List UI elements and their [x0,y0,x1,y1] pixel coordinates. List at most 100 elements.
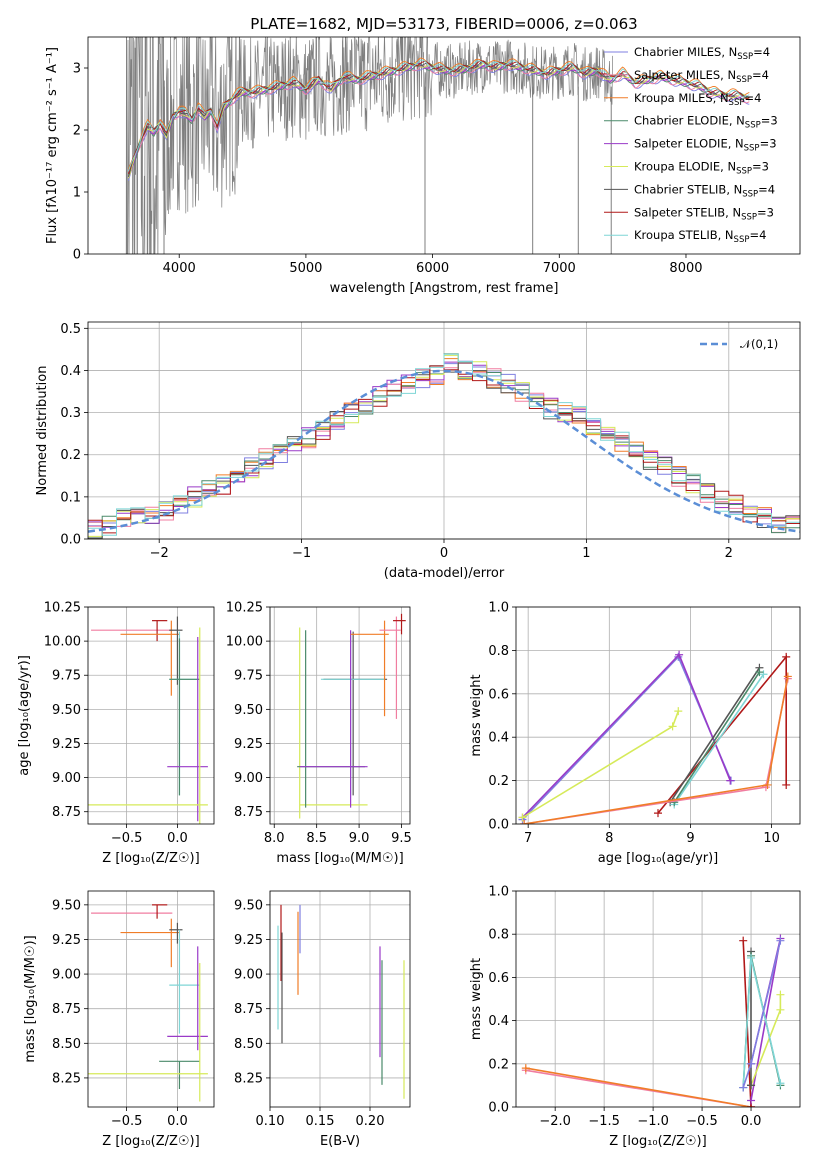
legend-value: =3 [761,114,778,128]
y-tick-label: 9.25 [234,933,263,948]
x-tick-label: −2 [150,546,169,561]
y-tick-label: 0.4 [488,1014,509,1029]
x-tick-label: 2 [725,546,733,561]
x-tick-label: 8000 [669,261,702,276]
y-tick-label: 1.0 [488,885,509,900]
legend-value: =4 [752,68,769,82]
errorbar-plot-area [297,613,406,819]
y-tick-label: 0.5 [60,322,81,337]
mass-vs-metallicity-panel: −0.5 0.0 8.25 8.50 8.75 9.00 9.25 9.50 Z [log₁₀(… [23,890,215,1149]
errorbar-plot-area [277,904,405,1099]
weight-point-marker [674,707,683,716]
age-vs-mass-panel: 8.0 8.5 9.0 9.5 8.75 9.00 9.25 9.50 9.75 10.00 10.… [226,601,412,867]
y-tick-label: 0.6 [488,687,509,702]
y-tick-label: 0.3 [60,406,81,421]
weight-point-marker [747,953,756,962]
axes-frame [515,890,801,1108]
legend-label: Chabrier STELIB, NSSP=4 [634,182,775,199]
legend-value: =3 [760,137,777,151]
x-tick-label: 8 [605,831,613,846]
weight-point-marker [782,652,791,661]
y-tick-label: 9.50 [52,703,81,718]
y-tick-label: 0.0 [60,533,81,548]
y-tick-label: 10.00 [226,635,263,650]
y-tick-label: 9.50 [234,703,263,718]
y-tick-label: 8.50 [234,1037,263,1052]
legend-subscript: SSP [741,212,757,222]
legend-subscript: SSP [737,52,753,62]
legend-label: Salpeter MILES, NSSP=4 [634,68,769,85]
x-tick-label: 7000 [543,261,576,276]
errorbar-plot-area [88,616,208,824]
y-tick-label: 8.50 [52,1037,81,1052]
x-axis-label: Z [log₁₀(Z/Z☉)] [102,1134,199,1149]
axes-frame [269,890,411,1108]
weight-series-line [525,1067,752,1107]
mass-vs-extinction-panel: 0.10 0.15 0.20 8.25 8.50 8.75 9.00 9.25 9.50 E(B-… [234,890,411,1149]
x-tick-label: 0.0 [741,1114,762,1129]
y-tick-label: 8.75 [234,1002,263,1017]
y-tick-label: 1 [73,186,81,201]
y-tick-label: 9.00 [52,968,81,983]
y-tick-label: 8.75 [52,805,81,820]
histogram-step [88,353,800,536]
weight-vs-age-panel: 7 8 9 10 0.0 0.2 0.4 0.6 0.8 1.0 age [log₁₀(age/yr… [469,601,801,866]
weight-point-marker [518,813,527,822]
x-axis-label: age [log₁₀(age/yr)] [598,851,719,866]
x-tick-label: 8.0 [264,831,285,846]
x-axis-label: E(B-V) [320,1134,360,1149]
weight-point-marker [776,1005,785,1014]
figure-title: PLATE=1682, MJD=53173, FIBERID=0006, z=0… [250,15,637,33]
axes-frame [269,606,411,825]
axes-frame [87,606,215,825]
x-tick-label: 9.0 [349,831,370,846]
x-tick-label: 0.20 [356,1114,385,1129]
y-tick-label: 9.00 [234,968,263,983]
x-tick-label: 0 [440,546,448,561]
model-spectrum-line [128,65,750,181]
x-tick-label: 0.15 [306,1114,335,1129]
legend-subscript: SSP [736,167,752,177]
weight-point-marker [761,783,770,792]
weight-point-marker [763,780,772,789]
x-tick-label: 0.0 [167,831,188,846]
weight-series-line [673,671,761,803]
x-tick-label: −1 [292,546,311,561]
y-axis-label: mass weight [469,958,484,1040]
y-axis-label: mass weight [469,674,484,756]
legend-subscript: SSP [736,75,752,85]
weight-point-marker [521,1064,530,1073]
y-tick-label: 0.0 [488,1101,509,1116]
x-tick-label: 10 [763,831,780,846]
weight-plot-area [521,934,785,1107]
x-tick-label: 0.10 [256,1114,285,1129]
spectrum-plot-area [125,37,750,254]
weight-series-line [669,667,761,803]
y-axis-label: age [log₁₀(age/yr)] [17,655,32,776]
y-tick-label: 9.25 [52,933,81,948]
y-tick-label: 0.8 [488,644,509,659]
legend-label: Kroupa STELIB, NSSP=4 [634,228,766,245]
x-tick-label: 6000 [416,261,449,276]
legend-label: Chabrier MILES, NSSP=4 [634,45,770,62]
y-tick-label: 0.4 [60,364,81,379]
errorbar-plot-area [88,904,208,1102]
weight-point-marker [654,809,662,818]
weight-point-marker [747,1059,756,1068]
x-axis-label: wavelength [Angstrom, rest frame] [330,281,559,296]
legend-label: Salpeter STELIB, NSSP=3 [634,205,774,222]
y-tick-label: 8.75 [234,805,263,820]
legend-value: =4 [758,182,775,196]
weight-point-marker [776,1079,785,1088]
y-axis-label: Flux [fλ10⁻¹⁷ erg cm⁻² s⁻¹ A⁻¹] [45,47,60,244]
legend-label: Kroupa ELODIE, NSSP=3 [634,160,769,177]
y-tick-label: 9.00 [234,771,263,786]
y-tick-label: 8.75 [52,1002,81,1017]
weight-series-line [523,676,789,824]
axes-frame [87,36,801,255]
y-tick-label: 9.75 [52,669,81,684]
legend-label: 𝒩(0,1) [740,337,778,351]
y-tick-label: 0.8 [488,928,509,943]
y-tick-label: 10.25 [44,601,81,616]
legend-label: Kroupa MILES, NSSP=4 [634,91,761,108]
